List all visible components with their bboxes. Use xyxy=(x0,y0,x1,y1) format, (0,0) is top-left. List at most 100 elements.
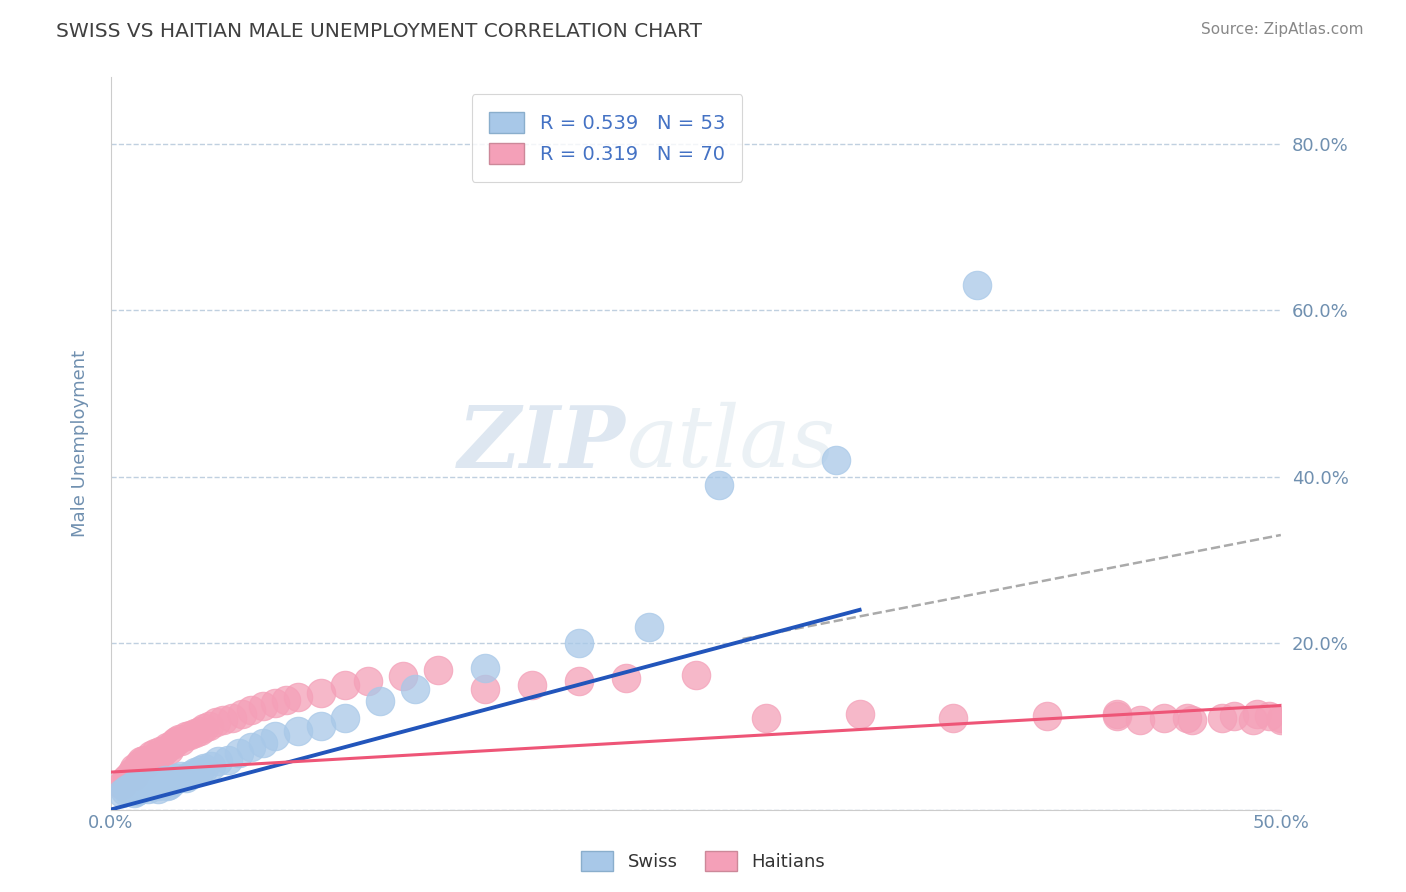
Point xyxy=(825,453,848,467)
Point xyxy=(142,751,165,765)
Point xyxy=(125,784,148,798)
Point xyxy=(1175,711,1198,725)
Point xyxy=(157,742,180,756)
Point xyxy=(614,671,637,685)
Text: ZIP: ZIP xyxy=(458,401,626,485)
Point xyxy=(217,753,239,767)
Point xyxy=(153,742,176,756)
Point xyxy=(184,726,207,740)
Legend: Swiss, Haitians: Swiss, Haitians xyxy=(574,844,832,879)
Point xyxy=(136,753,159,767)
Point xyxy=(115,781,138,796)
Point xyxy=(160,738,183,752)
Point xyxy=(122,784,145,798)
Point xyxy=(709,478,731,492)
Point xyxy=(146,781,169,796)
Point xyxy=(163,773,186,788)
Point xyxy=(135,778,157,792)
Point xyxy=(1036,709,1059,723)
Point xyxy=(207,754,229,768)
Point xyxy=(287,723,309,738)
Point xyxy=(149,744,172,758)
Point xyxy=(240,740,263,755)
Point xyxy=(200,759,222,773)
Point xyxy=(221,711,243,725)
Point xyxy=(252,736,274,750)
Point xyxy=(188,723,211,738)
Point xyxy=(1246,706,1268,721)
Point xyxy=(755,711,778,725)
Point xyxy=(163,736,186,750)
Point xyxy=(205,715,228,730)
Point xyxy=(132,779,155,793)
Point xyxy=(135,756,157,771)
Point xyxy=(311,686,333,700)
Point xyxy=(122,778,145,792)
Point xyxy=(848,706,870,721)
Point xyxy=(1241,713,1264,727)
Point xyxy=(149,778,172,792)
Point xyxy=(165,771,187,785)
Point xyxy=(1270,713,1292,727)
Point xyxy=(118,769,141,783)
Point xyxy=(1270,711,1292,725)
Point xyxy=(156,740,179,755)
Point xyxy=(263,729,285,743)
Point xyxy=(157,778,180,792)
Point xyxy=(146,748,169,763)
Point xyxy=(129,754,152,768)
Point xyxy=(1129,713,1152,727)
Point xyxy=(121,779,143,793)
Y-axis label: Male Unemployment: Male Unemployment xyxy=(72,350,89,537)
Point xyxy=(942,711,965,725)
Point xyxy=(142,778,165,792)
Point xyxy=(1105,709,1128,723)
Point xyxy=(139,779,162,793)
Point xyxy=(170,734,193,748)
Point xyxy=(212,713,235,727)
Point xyxy=(165,734,187,748)
Point xyxy=(685,667,707,681)
Point xyxy=(122,781,145,796)
Point xyxy=(474,661,496,675)
Point xyxy=(128,756,150,771)
Point xyxy=(520,678,543,692)
Point xyxy=(167,731,190,746)
Point xyxy=(357,673,380,688)
Point xyxy=(174,729,197,743)
Text: atlas: atlas xyxy=(626,402,835,485)
Point xyxy=(121,765,143,780)
Point xyxy=(333,678,356,692)
Point xyxy=(474,681,496,696)
Point xyxy=(150,776,173,790)
Point xyxy=(193,721,215,735)
Point xyxy=(252,698,274,713)
Point xyxy=(392,669,415,683)
Point xyxy=(1153,711,1175,725)
Point xyxy=(1223,709,1246,723)
Point xyxy=(122,779,145,793)
Point xyxy=(143,746,166,760)
Point xyxy=(122,765,145,780)
Point xyxy=(143,776,166,790)
Point xyxy=(638,619,661,633)
Point xyxy=(132,753,155,767)
Point xyxy=(170,769,193,783)
Point xyxy=(368,694,391,708)
Point xyxy=(1105,706,1128,721)
Point xyxy=(198,719,221,733)
Point xyxy=(129,780,152,795)
Point xyxy=(125,761,148,775)
Point xyxy=(114,773,136,788)
Point xyxy=(1258,709,1281,723)
Point xyxy=(111,778,134,792)
Point xyxy=(1181,713,1204,727)
Point xyxy=(276,692,298,706)
Point xyxy=(311,719,333,733)
Point xyxy=(122,786,145,800)
Point xyxy=(179,767,201,781)
Point xyxy=(427,663,450,677)
Point xyxy=(287,690,309,705)
Point xyxy=(139,748,162,763)
Point xyxy=(122,769,145,783)
